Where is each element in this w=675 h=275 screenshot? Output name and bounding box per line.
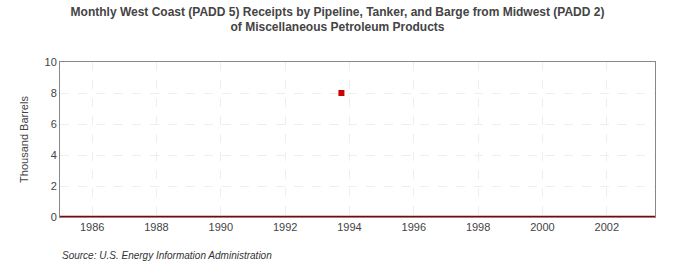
svg-text:2002: 2002 bbox=[595, 221, 619, 233]
svg-text:10: 10 bbox=[45, 56, 57, 68]
svg-text:6: 6 bbox=[51, 118, 57, 130]
svg-text:Source: U.S. Energy Informatio: Source: U.S. Energy Information Administ… bbox=[62, 250, 272, 261]
svg-text:8: 8 bbox=[51, 87, 57, 99]
svg-text:4: 4 bbox=[51, 149, 57, 161]
svg-text:1986: 1986 bbox=[80, 221, 104, 233]
svg-text:1990: 1990 bbox=[209, 221, 233, 233]
svg-text:2000: 2000 bbox=[530, 221, 554, 233]
svg-text:Monthly West Coast (PADD 5) Re: Monthly West Coast (PADD 5) Receipts by … bbox=[71, 5, 605, 35]
svg-text:1998: 1998 bbox=[466, 221, 490, 233]
svg-text:0: 0 bbox=[51, 211, 57, 223]
svg-text:Thousand Barrels: Thousand Barrels bbox=[18, 96, 30, 183]
svg-text:1996: 1996 bbox=[402, 221, 426, 233]
svg-text:1988: 1988 bbox=[144, 221, 168, 233]
svg-text:1992: 1992 bbox=[273, 221, 297, 233]
svg-text:1994: 1994 bbox=[337, 221, 361, 233]
svg-text:2: 2 bbox=[51, 180, 57, 192]
